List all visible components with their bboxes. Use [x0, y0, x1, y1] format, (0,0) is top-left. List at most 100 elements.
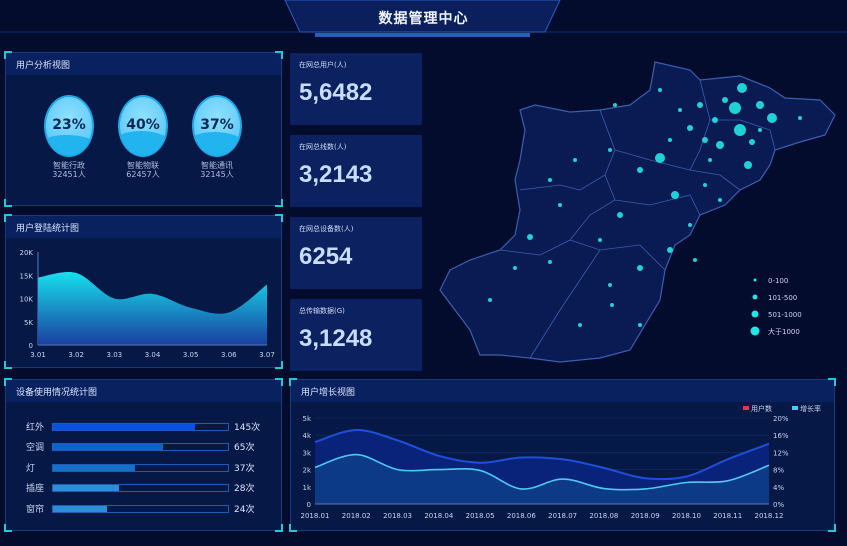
map-marker[interactable] — [718, 198, 722, 202]
map-marker[interactable] — [578, 323, 582, 327]
gauge-name: 智能行政 — [53, 161, 85, 170]
map-marker[interactable] — [610, 303, 614, 307]
map-marker[interactable] — [658, 88, 662, 92]
y-left-tick: 5k — [302, 415, 311, 423]
device-name: 空调 — [26, 443, 45, 453]
x-tick-label: 3.04 — [145, 351, 161, 359]
map-marker[interactable] — [608, 283, 612, 287]
y-right-tick: 12% — [773, 449, 789, 457]
map-marker[interactable] — [712, 117, 718, 123]
stat-value: 3,2143 — [299, 161, 373, 188]
map-marker[interactable] — [527, 234, 533, 240]
x-tick-label: 2018.10 — [672, 512, 701, 520]
stat-label: 在网总线数(人) — [299, 143, 347, 151]
bar-fill — [53, 485, 119, 491]
map-marker[interactable] — [488, 298, 492, 302]
x-tick-label: 3.02 — [68, 351, 84, 359]
map-marker[interactable] — [702, 137, 708, 143]
gauge-percent: 37% — [200, 117, 234, 133]
map-marker[interactable] — [613, 103, 617, 107]
x-tick-label: 2018.02 — [342, 512, 371, 520]
map-marker[interactable] — [573, 158, 577, 162]
y-left-tick: 0 — [307, 501, 311, 509]
device-bar-row: 空调 65次 — [26, 440, 276, 453]
gauge-fill — [120, 131, 166, 155]
map-marker[interactable] — [798, 116, 802, 120]
map-marker[interactable] — [598, 238, 602, 242]
map-marker[interactable] — [513, 266, 517, 270]
map-marker[interactable] — [678, 108, 682, 112]
map-marker[interactable] — [671, 191, 679, 199]
map-marker[interactable] — [687, 125, 693, 131]
legend-label[interactable]: 用户数 — [751, 404, 772, 413]
login-chart: 0 5K 10K 15K 20K 3.01 3.02 3.03 3.04 3.05 3.06 3.07 — [20, 249, 275, 359]
map-marker[interactable] — [729, 102, 741, 114]
map-marker[interactable] — [749, 139, 755, 145]
legend-swatch — [792, 406, 798, 410]
map-marker[interactable] — [693, 258, 697, 262]
map-marker[interactable] — [708, 158, 712, 162]
percent-gauge: 23% — [44, 95, 94, 157]
map-marker[interactable] — [744, 161, 752, 169]
y-tick-label: 10K — [20, 296, 34, 304]
stat-value: 3,1248 — [299, 325, 373, 352]
users-line — [314, 429, 770, 481]
gauge-fill — [46, 135, 92, 155]
map-marker[interactable] — [558, 203, 562, 207]
y-right-tick: 20% — [773, 415, 789, 423]
device-bar-row: 红外 145次 — [26, 420, 276, 433]
x-tick-label: 3.06 — [221, 351, 237, 359]
gauge-count: 62457人 — [126, 170, 160, 179]
user-growth-chart: 0 0% 1k 4% 2k 8% 3k 12% 4k 16% 5k 20% 2018.01 2018.02… — [301, 404, 821, 520]
map-marker[interactable] — [617, 212, 623, 218]
gauge-label: 智能通讯 32145人 — [182, 161, 252, 179]
x-tick-label: 3.05 — [183, 351, 199, 359]
gauge-label: 智能行政 32451人 — [34, 161, 104, 179]
map-marker[interactable] — [734, 124, 746, 136]
map-marker[interactable] — [722, 97, 728, 103]
bar-fill — [53, 465, 136, 471]
map-marker[interactable] — [688, 223, 692, 227]
map-marker[interactable] — [737, 83, 747, 93]
map-marker[interactable] — [767, 113, 777, 123]
map-marker[interactable] — [548, 178, 552, 182]
legend-label: 101-500 — [768, 294, 797, 302]
x-tick-label: 2018.03 — [383, 512, 412, 520]
legend-label[interactable]: 增长率 — [800, 404, 821, 413]
map-marker[interactable] — [667, 247, 673, 253]
map-marker[interactable] — [608, 148, 612, 152]
percent-gauge: 37% — [192, 95, 242, 157]
map-marker[interactable] — [655, 153, 665, 163]
map-marker[interactable] — [697, 102, 703, 108]
stat-label: 在网总设备数(人) — [299, 225, 354, 233]
map-marker[interactable] — [716, 141, 724, 149]
region-map[interactable]: 0-100 101-500 501-1000 大于1000 — [0, 0, 847, 370]
y-tick-label: 0 — [29, 342, 33, 350]
map-marker[interactable] — [637, 167, 643, 173]
gauge-name: 智能物联 — [127, 161, 159, 170]
map-marker[interactable] — [756, 101, 764, 109]
y-left-tick: 3k — [302, 449, 311, 457]
bar-fill — [53, 506, 108, 512]
user-analysis-panel: 用户分析视图 23% 智能行政 32451人 40% 智能物联 62457人 37% 智能通讯… — [4, 51, 283, 207]
map-marker[interactable] — [548, 260, 552, 264]
x-tick-label: 2018.11 — [713, 512, 742, 520]
map-marker[interactable] — [758, 128, 762, 132]
legend-swatch — [743, 406, 749, 410]
device-name: 红外 — [26, 423, 45, 433]
map-marker[interactable] — [703, 183, 707, 187]
bar-track — [52, 464, 229, 472]
percent-gauge: 40% — [118, 95, 168, 157]
legend-label: 0-100 — [768, 277, 788, 285]
map-marker[interactable] — [668, 138, 672, 142]
panel-title: 用户登陆统计图 — [6, 216, 281, 238]
device-bar-row: 窗帘 24次 — [26, 502, 276, 515]
map-marker[interactable] — [637, 265, 643, 271]
bar-track — [52, 505, 229, 513]
gauge-label: 智能物联 62457人 — [108, 161, 178, 179]
map-marker[interactable] — [638, 323, 642, 327]
panel-title: 设备使用情况统计图 — [6, 380, 281, 402]
y-tick-label: 15K — [20, 272, 34, 280]
bar-fill — [53, 424, 195, 430]
login-area — [38, 271, 267, 345]
